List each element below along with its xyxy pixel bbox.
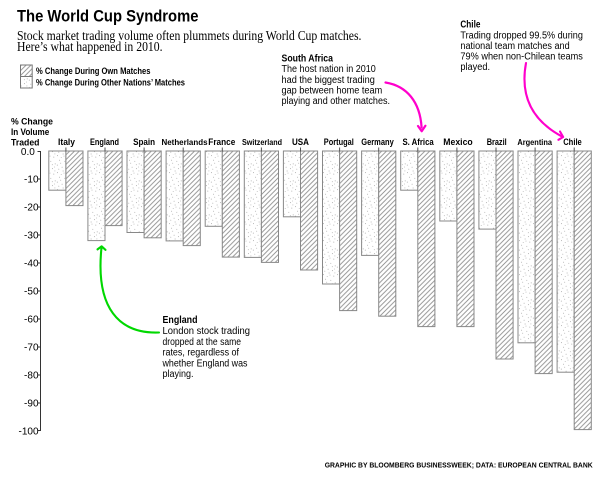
svg-text:Germany: Germany	[361, 137, 394, 147]
svg-text:Trading dropped 99.5% during: Trading dropped 99.5% during	[460, 30, 583, 41]
svg-text:79% when non-Chilean teams: 79% when non-Chilean teams	[460, 52, 583, 63]
svg-text:playing.: playing.	[163, 369, 194, 380]
svg-text:-60: -60	[24, 315, 39, 326]
svg-text:whether England was: whether England was	[162, 358, 248, 369]
svg-text:France: France	[208, 137, 235, 147]
svg-text:In Volume: In Volume	[11, 127, 49, 138]
svg-text:Italy: Italy	[58, 137, 75, 147]
svg-text:London stock trading: London stock trading	[163, 326, 251, 337]
svg-text:-30: -30	[24, 231, 39, 242]
svg-text:Brazil: Brazil	[487, 137, 507, 147]
svg-text:USA: USA	[292, 137, 309, 147]
svg-text:Here’s what happened in 2010.: Here’s what happened in 2010.	[17, 39, 163, 54]
svg-text:Argentina: Argentina	[517, 137, 552, 147]
svg-text:-100: -100	[18, 427, 38, 438]
svg-text:The host nation in 2010: The host nation in 2010	[282, 64, 377, 75]
svg-text:had the biggest trading: had the biggest trading	[282, 75, 375, 86]
svg-text:-50: -50	[24, 287, 39, 298]
svg-text:gap between home team: gap between home team	[282, 85, 383, 96]
svg-text:% Change During Other Nations’: % Change During Other Nations’ Matches	[36, 78, 185, 89]
svg-text:-80: -80	[24, 371, 39, 382]
svg-text:England: England	[90, 137, 119, 147]
svg-text:England: England	[163, 315, 198, 326]
svg-text:played.: played.	[460, 62, 490, 73]
svg-text:-90: -90	[24, 399, 39, 410]
svg-text:GRAPHIC BY BLOOMBERG BUSINESSW: GRAPHIC BY BLOOMBERG BUSINESSWEEK; DATA:…	[325, 461, 593, 470]
svg-text:Stock market trading volume of: Stock market trading volume often plumme…	[17, 28, 362, 43]
svg-text:% Change: % Change	[11, 116, 53, 127]
svg-text:rates, regardless of: rates, regardless of	[163, 348, 240, 359]
svg-text:Chile: Chile	[460, 20, 480, 31]
svg-text:-70: -70	[24, 343, 39, 354]
svg-text:Spain: Spain	[133, 137, 155, 147]
svg-text:-40: -40	[24, 259, 39, 270]
svg-text:Portugal: Portugal	[324, 137, 354, 147]
svg-text:Netherlands: Netherlands	[162, 138, 209, 147]
svg-text:South Africa: South Africa	[282, 54, 334, 65]
svg-text:The World Cup Syndrome: The World Cup Syndrome	[17, 7, 199, 26]
svg-text:Switzerland: Switzerland	[242, 138, 282, 147]
svg-text:Chile: Chile	[563, 137, 582, 147]
svg-text:-10: -10	[24, 175, 39, 186]
svg-text:Traded: Traded	[11, 138, 40, 149]
svg-text:-20: -20	[24, 203, 39, 214]
svg-text:national team matches and: national team matches and	[460, 41, 569, 52]
svg-text:Mexico: Mexico	[443, 137, 473, 147]
svg-text:dropped at the same: dropped at the same	[163, 337, 242, 348]
svg-text:playing and other matches.: playing and other matches.	[282, 96, 391, 107]
svg-text:S. Africa: S. Africa	[402, 137, 434, 147]
svg-text:% Change During Own Matches: % Change During Own Matches	[36, 66, 151, 77]
svg-text:0.0: 0.0	[21, 147, 35, 158]
